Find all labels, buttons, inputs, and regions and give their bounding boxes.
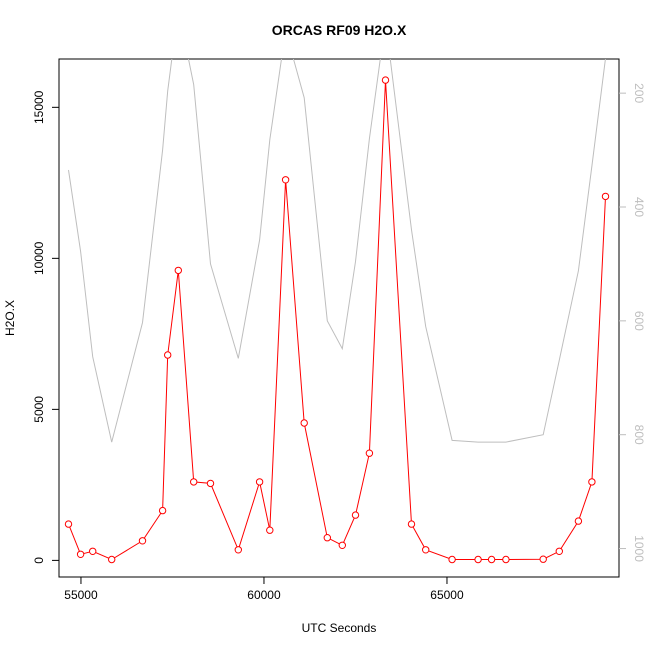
- y2-tick-label: 600: [632, 311, 646, 331]
- data-point: [108, 555, 116, 564]
- y2-tick-label: 200: [632, 83, 646, 103]
- data-point: [574, 517, 583, 525]
- data-point: [474, 555, 482, 564]
- data-point: [206, 479, 215, 488]
- x-axis-label: UTC Seconds: [302, 621, 377, 635]
- y2-tick-label: 1000: [632, 535, 646, 562]
- data-point: [174, 266, 183, 275]
- data-point: [266, 526, 274, 534]
- series-layer: [64, 59, 610, 564]
- y2-tick-label: 800: [632, 425, 646, 445]
- data-point: [164, 351, 172, 359]
- data-point: [422, 546, 430, 554]
- plot-frame: [58, 58, 620, 578]
- data-point: [138, 537, 147, 545]
- y-axis-label: H2O.X: [3, 300, 17, 336]
- data-point: [64, 520, 73, 528]
- y-tick-label: 5000: [32, 396, 46, 423]
- y2-tick-label: 400: [632, 197, 646, 217]
- data-point: [487, 555, 496, 564]
- data-point: [555, 547, 563, 555]
- data-point: [448, 555, 456, 564]
- data-point: [365, 449, 374, 457]
- y-tick-label: 0: [32, 557, 46, 564]
- data-point: [407, 520, 416, 528]
- series-right-axis: [68, 59, 606, 443]
- data-point: [255, 478, 264, 486]
- data-point: [323, 534, 331, 542]
- data-point: [539, 555, 547, 563]
- data-point: [76, 550, 85, 558]
- data-point: [281, 176, 290, 184]
- axes-layer: 55000 60000 65000 0 5000 10000 15000 200 400 600 8…: [32, 83, 646, 602]
- data-point: [381, 76, 390, 84]
- x-tick-label: 60000: [247, 588, 281, 602]
- y-tick-label: 10000: [32, 241, 46, 275]
- data-point: [158, 506, 167, 515]
- chart-title: ORCAS RF09 H2O.X: [272, 22, 407, 38]
- data-point: [338, 541, 346, 549]
- series-left-axis: [64, 76, 610, 564]
- data-point: [89, 547, 97, 555]
- x-tick-label: 55000: [64, 588, 98, 602]
- data-point: [502, 555, 510, 564]
- data-point: [601, 192, 610, 201]
- series-line-right: [68, 59, 606, 443]
- data-point: [351, 511, 360, 519]
- data-point: [588, 478, 596, 486]
- data-point: [234, 546, 243, 554]
- data-point: [300, 419, 308, 427]
- data-point: [190, 478, 198, 486]
- y-tick-label: 15000: [32, 90, 46, 124]
- x-tick-label: 65000: [430, 588, 464, 602]
- series-line-left: [68, 80, 606, 561]
